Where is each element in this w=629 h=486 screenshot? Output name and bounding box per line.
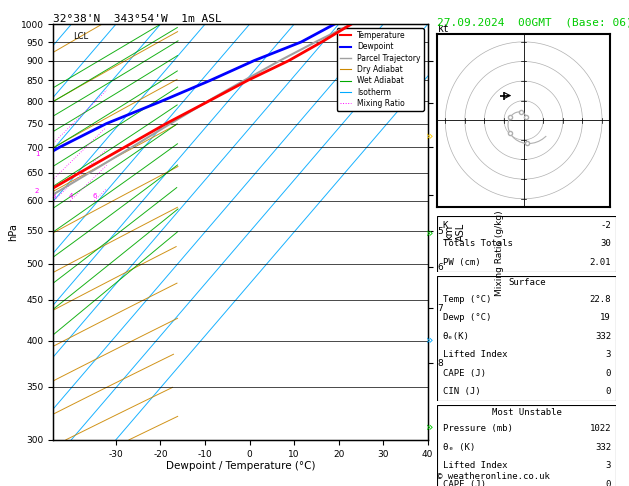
- Text: 3: 3: [606, 461, 611, 470]
- Text: Lifted Index: Lifted Index: [443, 461, 507, 470]
- Text: Dewp (°C): Dewp (°C): [443, 313, 491, 322]
- Text: 332: 332: [595, 332, 611, 341]
- Text: »: »: [426, 334, 433, 347]
- Text: 0: 0: [606, 369, 611, 378]
- Text: 22.8: 22.8: [589, 295, 611, 304]
- X-axis label: Dewpoint / Temperature (°C): Dewpoint / Temperature (°C): [166, 461, 315, 471]
- Y-axis label: hPa: hPa: [8, 223, 18, 241]
- Text: Most Unstable: Most Unstable: [492, 408, 562, 417]
- Text: »: »: [426, 227, 433, 240]
- Text: 30: 30: [600, 240, 611, 248]
- Text: 19: 19: [600, 313, 611, 322]
- Text: 32°38'N  343°54'W  1m ASL: 32°38'N 343°54'W 1m ASL: [53, 14, 222, 23]
- Text: Temp (°C): Temp (°C): [443, 295, 491, 304]
- Text: 27.09.2024  00GMT  (Base: 06): 27.09.2024 00GMT (Base: 06): [437, 17, 629, 27]
- Text: θₑ(K): θₑ(K): [443, 332, 469, 341]
- Text: »: »: [426, 130, 433, 142]
- Text: PW (cm): PW (cm): [443, 258, 480, 267]
- Text: 2.01: 2.01: [589, 258, 611, 267]
- Text: θₑ (K): θₑ (K): [443, 443, 475, 451]
- Text: 4: 4: [68, 192, 72, 198]
- Text: CAPE (J): CAPE (J): [443, 480, 486, 486]
- Text: 3: 3: [606, 350, 611, 359]
- Text: »: »: [426, 421, 433, 434]
- Legend: Temperature, Dewpoint, Parcel Trajectory, Dry Adiabat, Wet Adiabat, Isotherm, Mi: Temperature, Dewpoint, Parcel Trajectory…: [337, 28, 424, 111]
- Text: CAPE (J): CAPE (J): [443, 369, 486, 378]
- Text: Mixing Ratio (g/kg): Mixing Ratio (g/kg): [495, 210, 504, 295]
- Text: Totals Totals: Totals Totals: [443, 240, 513, 248]
- Text: 332: 332: [595, 443, 611, 451]
- Text: 3: 3: [52, 192, 56, 198]
- Text: © weatheronline.co.uk: © weatheronline.co.uk: [437, 472, 550, 481]
- Text: Surface: Surface: [508, 278, 545, 287]
- Text: Lifted Index: Lifted Index: [443, 350, 507, 359]
- Text: 2: 2: [34, 188, 38, 194]
- Text: K: K: [443, 221, 448, 230]
- Text: kt: kt: [437, 24, 449, 34]
- Text: 1022: 1022: [589, 424, 611, 433]
- Text: 0: 0: [606, 480, 611, 486]
- Text: LCL: LCL: [73, 32, 88, 41]
- Text: 1: 1: [35, 151, 40, 157]
- Text: 6: 6: [92, 192, 97, 198]
- Text: 0: 0: [606, 387, 611, 396]
- Text: Pressure (mb): Pressure (mb): [443, 424, 513, 433]
- Text: -2: -2: [600, 221, 611, 230]
- Y-axis label: km
ASL: km ASL: [445, 223, 466, 241]
- Text: CIN (J): CIN (J): [443, 387, 480, 396]
